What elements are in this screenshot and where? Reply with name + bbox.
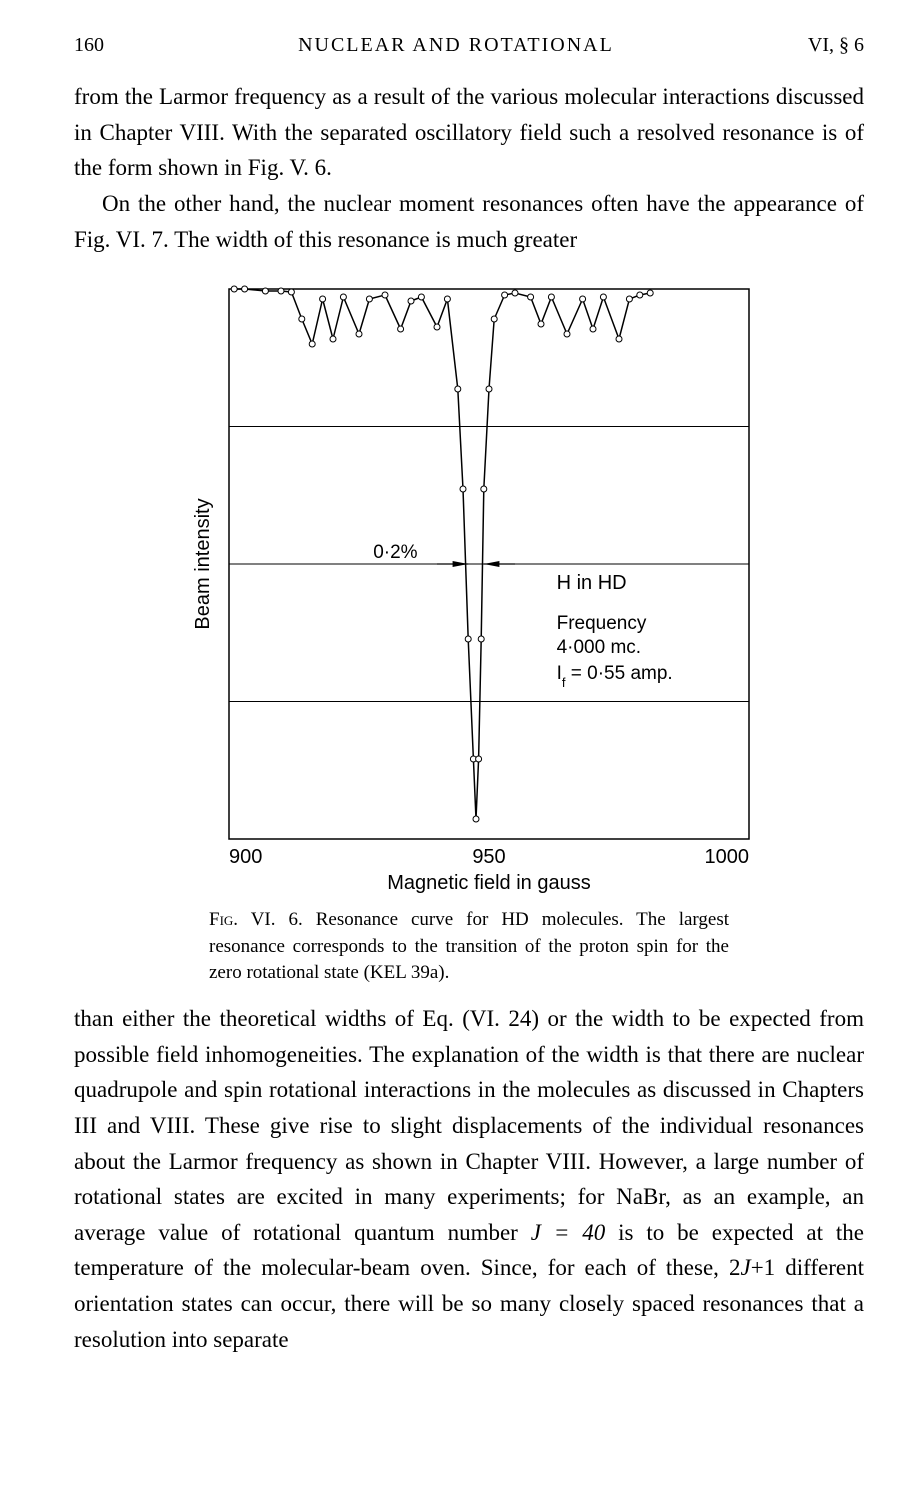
caption-text: VI. 6. Resonance curve for HD molecules.…: [209, 909, 729, 983]
page: 160 NUCLEAR AND ROTATIONAL VI, § 6 from …: [0, 0, 924, 1500]
page-section: VI, § 6: [808, 34, 864, 57]
svg-text:Beam intensity: Beam intensity: [192, 499, 214, 630]
svg-text:0·2%: 0·2%: [373, 542, 417, 563]
paragraph-1: from the Larmor frequency as a result of…: [74, 79, 864, 186]
svg-text:1000: 1000: [705, 846, 750, 868]
svg-text:Frequency: Frequency: [557, 613, 647, 634]
paragraph-3: than either the theoretical widths of Eq…: [74, 1001, 864, 1357]
J-equals-40: J = 40: [531, 1220, 606, 1245]
figure-caption: Fig. VI. 6. Resonance curve for HD molec…: [209, 907, 729, 987]
page-title: NUCLEAR AND ROTATIONAL: [298, 34, 614, 57]
svg-text:H in HD: H in HD: [557, 572, 627, 594]
svg-text:950: 950: [472, 846, 505, 868]
figure-block: 900 950 1000 Magnetic field in gauss Beam in…: [149, 269, 789, 987]
resonance-chart: 900 950 1000 Magnetic field in gauss Beam in…: [149, 269, 789, 899]
p3-part-a: than either the theoretical widths of Eq…: [74, 1006, 864, 1245]
svg-text:Magnetic field in gauss: Magnetic field in gauss: [387, 872, 590, 894]
caption-lead: Fig.: [209, 909, 238, 930]
svg-text:If = 0·55 amp.: If = 0·55 amp.: [557, 663, 673, 690]
svg-text:4·000 mc.: 4·000 mc.: [557, 637, 641, 658]
page-header: 160 NUCLEAR AND ROTATIONAL VI, § 6: [74, 34, 864, 57]
twoJplus1: 2J+1: [729, 1255, 775, 1280]
page-number: 160: [74, 34, 104, 57]
svg-text:900: 900: [229, 846, 262, 868]
paragraph-2: On the other hand, the nuclear moment re…: [74, 186, 864, 257]
